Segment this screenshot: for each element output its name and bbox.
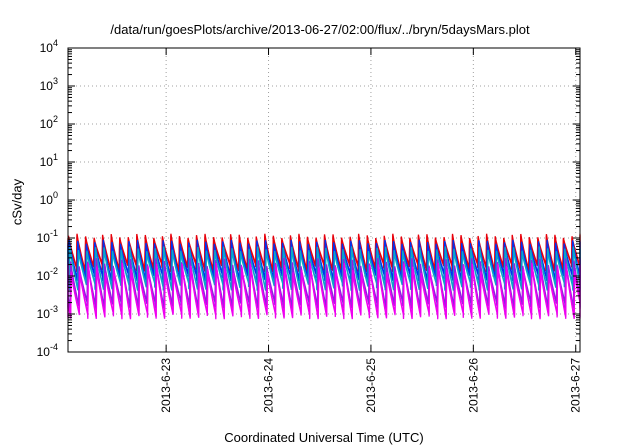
series-group	[67, 233, 581, 320]
x-tick-label: 2013-6-26	[466, 358, 480, 413]
y-tick-label: 104	[40, 38, 58, 55]
y-tick-label: 102	[40, 114, 58, 131]
axis-ticks	[68, 47, 580, 353]
y-tick-label: 100	[40, 190, 58, 207]
x-tick-label: 2013-6-27	[569, 358, 583, 413]
x-tick-labels: 2013-6-23 2013-6-24 2013-6-25 2013-6-26 2013…	[159, 358, 583, 413]
y-axis-label: cSv/day	[9, 178, 25, 226]
x-tick-label: 2013-6-25	[364, 358, 378, 413]
y-tick-label: 101	[40, 152, 58, 169]
y-tick-label: 10-4	[37, 342, 58, 359]
x-tick-label: 2013-6-23	[159, 358, 173, 413]
y-tick-label: 103	[40, 76, 58, 93]
x-tick-label: 2013-6-24	[262, 358, 276, 413]
y-tick-label: 10-2	[37, 266, 58, 283]
chart-title: /data/run/goesPlots/archive/2013-06-27/0…	[110, 22, 530, 37]
y-tick-labels: 10-4 10-3 10-2 10-1 100 101 102 103 104	[37, 38, 58, 359]
series-line	[67, 235, 581, 273]
series-line	[67, 264, 581, 320]
series-line	[67, 247, 581, 291]
y-tick-label: 10-3	[37, 304, 58, 321]
y-tick-label: 10-1	[37, 228, 58, 245]
x-axis-label: Coordinated Universal Time (UTC)	[224, 430, 424, 445]
